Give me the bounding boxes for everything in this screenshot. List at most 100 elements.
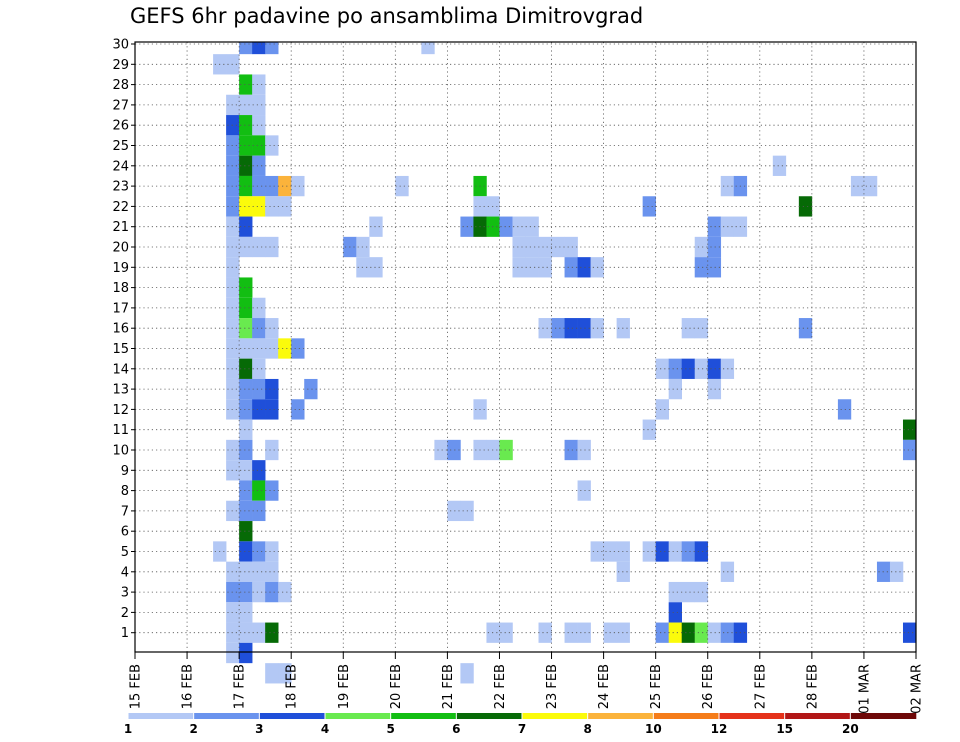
heatmap-cell: [265, 399, 279, 420]
y-tick-label: 16: [112, 322, 129, 337]
heatmap-cell: [278, 196, 292, 217]
heatmap-cell: [499, 216, 513, 237]
heatmap-cell: [239, 196, 253, 217]
heatmap-cell: [369, 216, 383, 237]
heatmap-cell: [460, 663, 474, 684]
heatmap-cell: [902, 439, 916, 461]
heatmap-cell: [252, 297, 266, 319]
heatmap-cell: [902, 419, 916, 440]
y-tick-label: 18: [112, 281, 129, 296]
y-tick-label: 27: [112, 98, 129, 113]
heatmap-cell: [694, 581, 709, 603]
heatmap-cell: [252, 378, 266, 400]
colorbar-label: 20: [842, 722, 859, 736]
colorbar-label: 5: [386, 722, 394, 736]
colorbar-swatch: [653, 713, 720, 719]
colorbar-swatch: [719, 713, 785, 719]
y-tick-label: 25: [112, 139, 129, 154]
heatmap-cell: [252, 74, 266, 95]
heatmap-cell: [525, 216, 539, 237]
heatmap-cell: [499, 439, 513, 461]
colorbar-label: 7: [518, 722, 526, 736]
x-tick-label: 19 FEB: [337, 664, 352, 709]
colorbar-swatch: [193, 713, 260, 719]
y-tick-label: 3: [121, 586, 129, 601]
y-tick-label: 29: [112, 58, 129, 73]
heatmap-cell: [239, 216, 253, 237]
heatmap-cell: [668, 622, 682, 643]
heatmap-cell: [798, 196, 813, 217]
colorbar-label: 12: [711, 722, 728, 736]
heatmap-cell: [278, 338, 292, 359]
heatmap-cell: [239, 358, 253, 379]
x-tick-label: 22 FEB: [493, 664, 508, 709]
heatmap-cell: [252, 399, 266, 420]
heatmap-cell: [265, 42, 279, 55]
colorbar-swatch: [128, 713, 194, 719]
y-tick-label: 17: [112, 301, 129, 316]
heatmap-cell: [642, 419, 656, 440]
y-tick-label: 12: [112, 403, 129, 418]
heatmap-cell: [239, 541, 253, 562]
heatmap-cell: [239, 155, 253, 176]
heatmap-cell: [694, 358, 709, 379]
heatmap-cell: [564, 622, 578, 643]
x-tick-label: 16 FEB: [181, 664, 196, 709]
colorbar-label: 6: [452, 722, 460, 736]
y-tick-label: 19: [112, 261, 129, 276]
heatmap-cell: [239, 642, 253, 664]
heatmap-cell: [239, 135, 253, 156]
heatmap-cell: [694, 541, 709, 562]
heatmap-cell: [239, 236, 253, 258]
heatmap-cell: [642, 541, 656, 562]
heatmap-cell: [577, 480, 591, 501]
heatmap-cell: [265, 581, 279, 603]
y-tick-label: 10: [112, 444, 129, 459]
y-tick-label: 14: [112, 362, 129, 377]
heatmap-cell: [239, 399, 253, 420]
heatmap-cell: [239, 581, 253, 603]
heatmap-cell: [239, 297, 253, 319]
heatmap-cell: [577, 622, 591, 643]
heatmap-cell: [252, 480, 266, 501]
colorbar-label: 10: [645, 722, 662, 736]
heatmap-cell: [395, 175, 409, 197]
heatmap-cell: [239, 318, 253, 339]
y-tick-label: 11: [112, 423, 129, 438]
x-tick-label: 23 FEB: [545, 664, 560, 709]
colorbar-label: 15: [776, 722, 793, 736]
y-tick-label: 9: [121, 464, 129, 479]
heatmap-cell: [226, 642, 240, 664]
heatmap-cell: [655, 541, 669, 562]
heatmap-cell: [291, 399, 305, 420]
heatmap-cell: [239, 561, 253, 582]
heatmap-cell: [369, 257, 383, 278]
colorbar-swatch: [587, 713, 654, 719]
chart-title: GEFS 6hr padavine po ansamblima Dimitrov…: [130, 4, 644, 28]
heatmap-cell: [252, 318, 266, 339]
heatmap-cell: [551, 236, 565, 258]
x-tick-label: 01 MAR: [857, 664, 872, 714]
colorbar-label: 1: [124, 722, 132, 736]
heatmap-cell: [577, 318, 591, 339]
heatmap-cell: [252, 541, 266, 562]
heatmap-cell: [252, 561, 266, 582]
heatmap-cell: [239, 419, 253, 440]
x-tick-label: 02 MAR: [910, 664, 925, 714]
heatmap-cell: [239, 378, 253, 400]
heatmap-cell: [538, 622, 552, 643]
heatmap-cell: [252, 175, 266, 197]
x-tick-label: 17 FEB: [233, 664, 248, 709]
heatmap-cell: [655, 622, 669, 643]
heatmap-cell: [668, 358, 682, 379]
heatmap-cell: [252, 338, 266, 359]
heatmap-cell: [252, 460, 266, 481]
heatmap-cell: [668, 581, 682, 603]
heatmap-cell: [239, 622, 253, 643]
y-tick-label: 15: [112, 342, 129, 357]
heatmap-cell: [252, 115, 266, 136]
heatmap-cell: [252, 236, 266, 258]
heatmap-cell: [265, 378, 279, 400]
heatmap-cell: [681, 358, 696, 379]
